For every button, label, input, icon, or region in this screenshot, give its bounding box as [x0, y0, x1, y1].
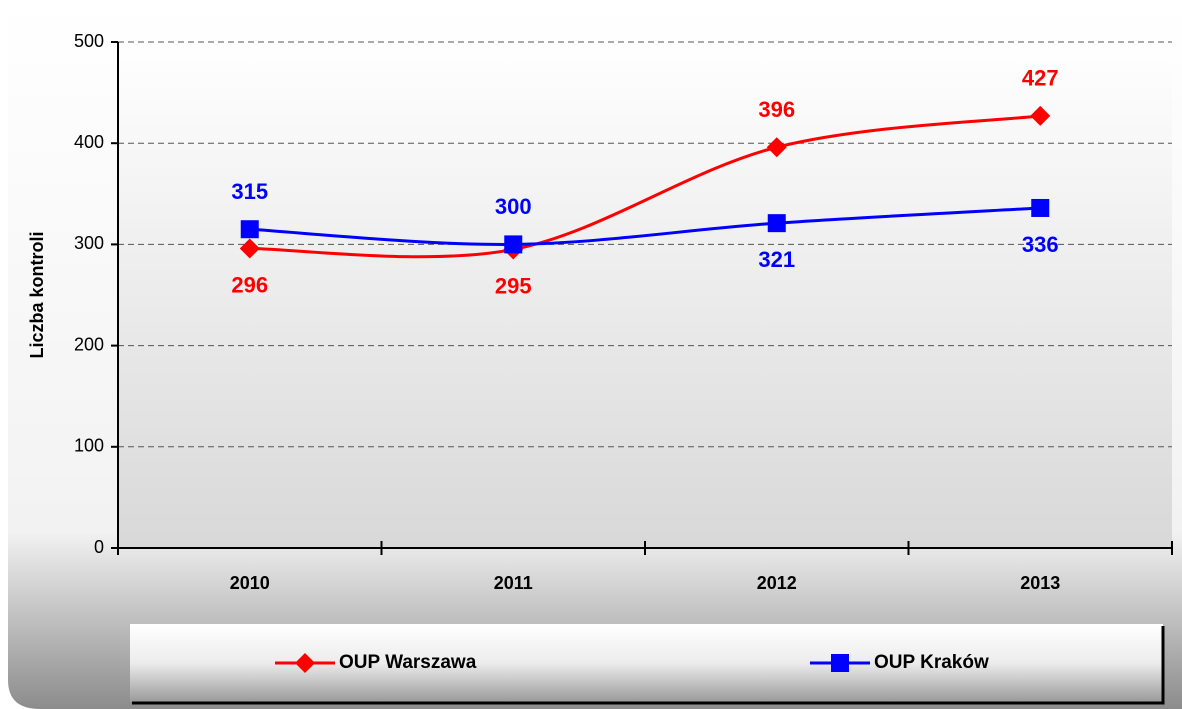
data-label: 315	[231, 179, 268, 204]
marker	[831, 654, 849, 672]
y-tick-label: 100	[74, 436, 104, 456]
plot-area	[118, 42, 1172, 548]
data-label: 321	[758, 247, 795, 272]
data-label: 300	[495, 194, 532, 219]
series-line	[249, 206, 1041, 246]
marker	[1031, 198, 1050, 217]
marker	[1030, 105, 1051, 126]
marker	[240, 220, 259, 239]
legend-label: OUP Kraków	[874, 652, 989, 673]
legend-shadow	[132, 626, 1165, 705]
data-label: 427	[1022, 66, 1059, 91]
marker	[504, 235, 523, 254]
x-tick-label: 2010	[230, 573, 270, 593]
data-label: 296	[231, 272, 268, 297]
y-tick-label: 200	[74, 334, 104, 354]
x-tick-label: 2013	[1020, 573, 1060, 593]
x-tick-label: 2011	[494, 573, 533, 593]
x-tick-label: 2012	[757, 573, 797, 593]
data-label: 295	[495, 273, 532, 298]
data-label: 396	[758, 97, 795, 122]
marker	[766, 137, 787, 158]
series-line	[249, 114, 1041, 259]
y-tick-label: 300	[74, 233, 104, 253]
marker	[239, 238, 260, 259]
y-axis-label: Liczba kontroli	[27, 231, 47, 358]
marker	[295, 653, 315, 673]
y-tick-label: 400	[74, 132, 104, 152]
y-tick-label: 500	[74, 31, 104, 51]
legend-label: OUP Warszawa	[339, 652, 477, 673]
data-label: 336	[1022, 232, 1059, 257]
marker	[767, 214, 786, 233]
y-tick-label: 0	[94, 537, 104, 557]
